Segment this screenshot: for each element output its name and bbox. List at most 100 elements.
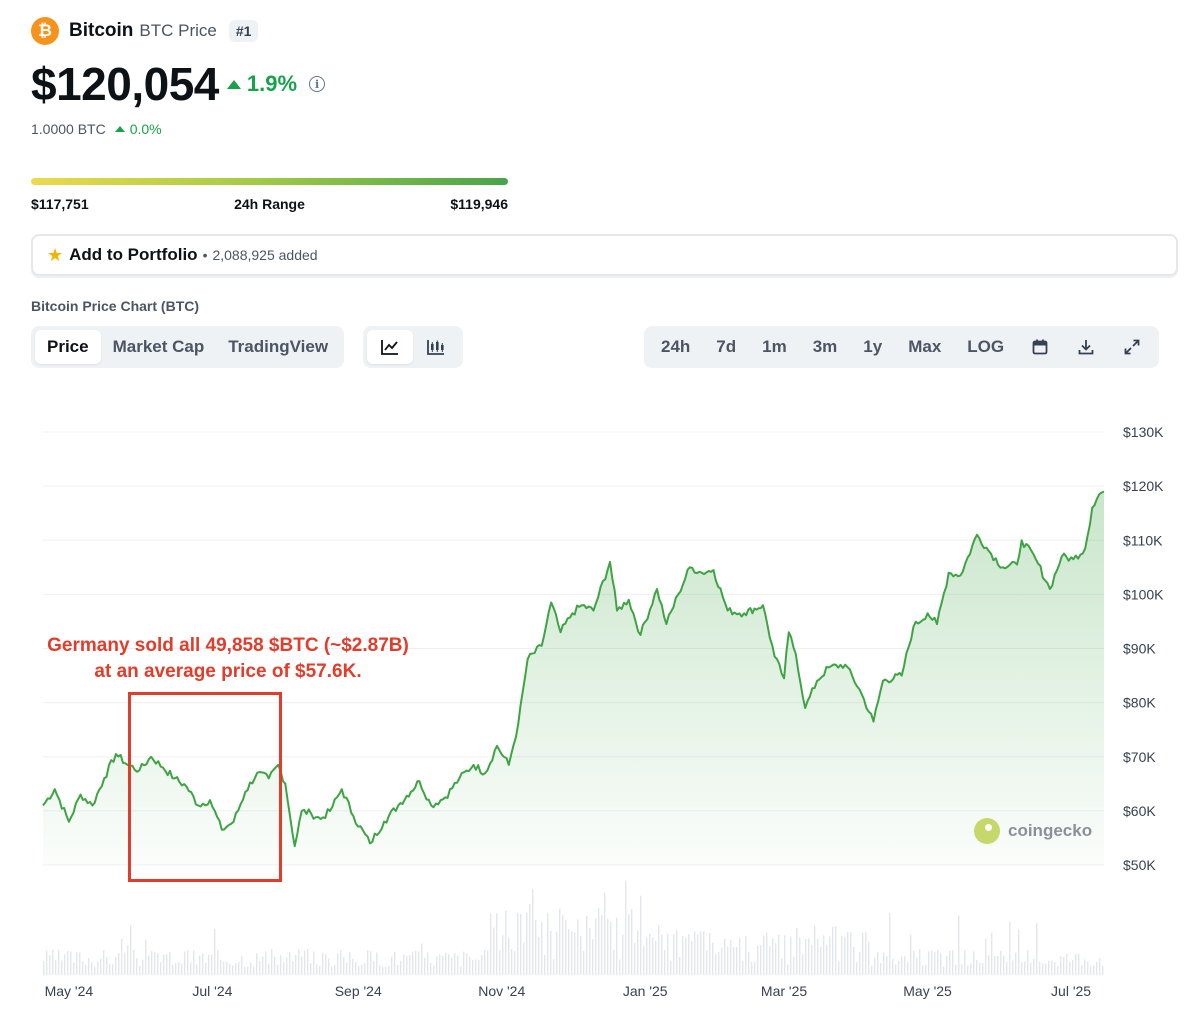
coin-name: Bitcoin (69, 20, 134, 41)
volume-bar (151, 951, 153, 975)
volume-bar (106, 956, 108, 975)
volume-bar (532, 889, 534, 975)
volume-bar (616, 917, 618, 975)
volume-bar (721, 947, 723, 975)
volume-bar (193, 950, 195, 975)
range-1y-tab[interactable]: 1y (863, 337, 883, 356)
range-low: $117,751 (31, 196, 89, 212)
x-tick-label: May '25 (903, 983, 952, 999)
calendar-button[interactable] (1017, 330, 1063, 364)
volume-bar (526, 912, 528, 975)
volume-bar (265, 951, 267, 975)
volume-bar (997, 956, 999, 975)
x-tick-label: Jul '24 (192, 983, 232, 999)
volume-bar (184, 951, 186, 975)
bitcoin-logo-icon: ₿ (31, 17, 59, 45)
volume-bar (232, 965, 234, 975)
range-24h-tab[interactable]: 24h (661, 337, 691, 356)
volume-bar (778, 934, 780, 975)
volume-bar (259, 960, 261, 975)
volume-bar (301, 956, 303, 975)
fullscreen-button[interactable] (1109, 330, 1155, 364)
price-change-badge: 1.9% (226, 71, 297, 97)
x-tick-label: Jan '25 (623, 983, 668, 999)
volume-bar (406, 955, 408, 975)
volume-bar (1015, 952, 1017, 975)
volume-bars (43, 880, 1104, 975)
volume-bar (1069, 961, 1071, 975)
volume-bar (637, 930, 639, 975)
volume-bar (643, 945, 645, 975)
volume-bar (988, 955, 990, 975)
price-chart[interactable]: $50K $60K $70K $80K $90K $100K $110K $120K $130K… (0, 400, 1200, 1011)
volume-bar (376, 952, 378, 975)
range-label: 24h Range (234, 196, 305, 212)
tab-market-cap[interactable]: Market Cap (112, 337, 205, 356)
range-1m-tab[interactable]: 1m (762, 337, 787, 356)
download-button[interactable] (1063, 330, 1109, 364)
volume-bar (1093, 965, 1095, 975)
volume-bar (967, 965, 969, 975)
volume-bar (991, 932, 993, 975)
volume-bar (529, 903, 531, 975)
y-tick-label: $70K (1123, 749, 1156, 765)
volume-bar (796, 928, 798, 975)
volume-bar (319, 965, 321, 975)
volume-bar (322, 952, 324, 975)
add-to-portfolio-button[interactable]: ★ Add to Portfolio • 2,088,925 added (31, 234, 1178, 276)
tab-tradingview[interactable]: TradingView (228, 337, 329, 356)
volume-bar (475, 959, 477, 975)
volume-bar (427, 952, 429, 975)
range-max-tab[interactable]: Max (908, 337, 942, 356)
range-3m-tab[interactable]: 3m (812, 337, 838, 356)
volume-bar (1063, 957, 1065, 975)
volume-bar (358, 965, 360, 975)
volume-bar (703, 931, 705, 975)
y-tick-label: $90K (1123, 641, 1156, 657)
volume-bar (343, 957, 345, 975)
volume-bar (1027, 950, 1029, 975)
volume-bar (820, 946, 822, 975)
volume-bar (940, 953, 942, 975)
volume-bar (385, 966, 387, 975)
volume-bar (217, 950, 219, 975)
tab-price[interactable]: Price (35, 330, 101, 364)
volume-bar (955, 964, 957, 975)
volume-bar (739, 938, 741, 975)
volume-bar (670, 961, 672, 975)
volume-bar (118, 953, 120, 975)
volume-bar (49, 955, 51, 975)
volume-bar (202, 953, 204, 975)
volume-bar (130, 924, 132, 975)
line-chart-button[interactable] (367, 330, 413, 364)
btc-change-value: 0.0% (129, 121, 162, 137)
volume-bar (1051, 960, 1053, 975)
current-price: $120,054 (31, 58, 219, 110)
volume-bar (802, 954, 804, 975)
log-scale-toggle[interactable]: LOG (967, 337, 1005, 356)
volume-bar (640, 895, 642, 975)
volume-bar (52, 949, 54, 975)
volume-bar (403, 954, 405, 975)
volume-bar (1045, 963, 1047, 975)
info-icon[interactable]: i (309, 76, 326, 92)
y-tick-label: $100K (1123, 586, 1164, 602)
volume-bar (958, 915, 960, 975)
range-labels: $117,751 24h Range $119,946 (31, 196, 508, 212)
candlestick-button[interactable] (413, 330, 459, 364)
volume-bar (229, 963, 231, 975)
volume-bar (772, 938, 774, 975)
volume-bar (79, 952, 81, 975)
volume-bar (58, 949, 60, 975)
volume-bar (334, 965, 336, 975)
volume-bar (871, 965, 873, 975)
volume-bar (904, 956, 906, 975)
volume-bar (973, 951, 975, 975)
range-7d-tab[interactable]: 7d (716, 337, 737, 356)
expand-icon (1124, 339, 1140, 355)
volume-bar (646, 937, 648, 975)
volume-bar (580, 936, 582, 975)
volume-bar (214, 928, 216, 975)
annotation-line-1: Germany sold all 49,858 $BTC (~$2.87B) (47, 635, 409, 656)
volume-bar (625, 880, 627, 975)
